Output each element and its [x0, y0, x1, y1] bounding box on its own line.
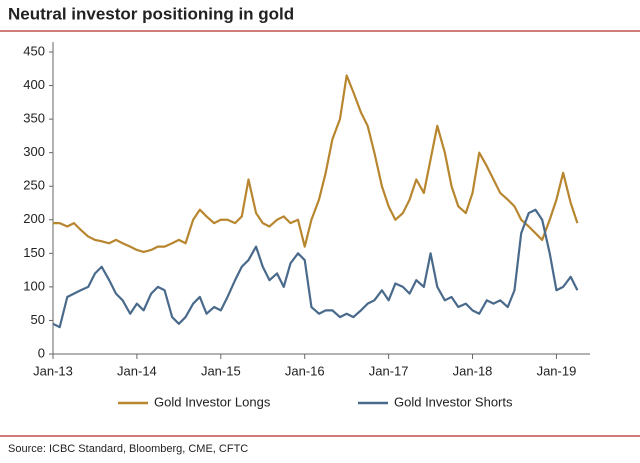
x-tick-label: Jan-17	[369, 363, 409, 378]
y-tick-label: 150	[23, 245, 45, 260]
y-tick-label: 50	[31, 312, 45, 327]
x-tick-label: Jan-18	[453, 363, 493, 378]
x-tick-label: Jan-16	[285, 363, 325, 378]
x-tick-label: Jan-14	[117, 363, 157, 378]
y-tick-label: 300	[23, 144, 45, 159]
y-tick-label: 200	[23, 211, 45, 226]
chart-title: Neutral investor positioning in gold	[8, 4, 294, 23]
y-tick-label: 0	[38, 345, 45, 360]
x-tick-label: Jan-13	[33, 363, 73, 378]
y-tick-label: 450	[23, 43, 45, 58]
series-line	[52, 208, 579, 329]
x-tick-label: Jan-19	[537, 363, 577, 378]
y-tick-label: 100	[23, 278, 45, 293]
x-tick-label: Jan-15	[201, 363, 241, 378]
series-line	[53, 74, 579, 254]
legend-label: Gold Investor Shorts	[394, 394, 513, 409]
source-note: Source: ICBC Standard, Bloomberg, CME, C…	[8, 443, 248, 455]
y-tick-label: 400	[23, 77, 45, 92]
legend-label: Gold Investor Longs	[154, 394, 271, 409]
y-tick-label: 250	[23, 178, 45, 193]
y-tick-label: 350	[23, 111, 45, 126]
